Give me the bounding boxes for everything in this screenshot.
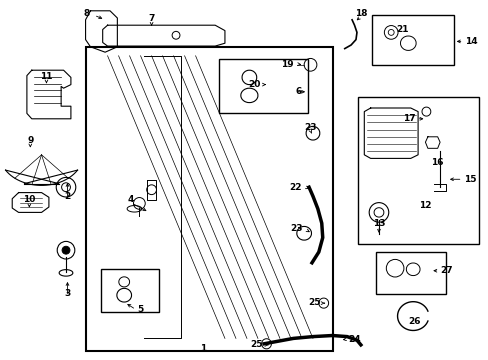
Text: 10: 10 bbox=[23, 195, 36, 204]
Text: 27: 27 bbox=[439, 266, 452, 275]
Bar bbox=[357, 97, 478, 244]
Text: 15: 15 bbox=[463, 175, 475, 184]
Text: 24: 24 bbox=[347, 335, 360, 343]
Text: 17: 17 bbox=[403, 114, 415, 123]
Text: 12: 12 bbox=[418, 201, 431, 210]
Text: 2: 2 bbox=[64, 192, 70, 201]
Text: 7: 7 bbox=[148, 14, 155, 23]
Text: 22: 22 bbox=[289, 183, 302, 192]
Bar bbox=[85, 47, 332, 351]
Text: 18: 18 bbox=[354, 9, 366, 18]
Text: 20: 20 bbox=[247, 80, 260, 89]
Bar bbox=[371, 15, 453, 65]
Bar bbox=[101, 269, 159, 312]
Bar bbox=[219, 59, 307, 113]
Text: 8: 8 bbox=[84, 9, 90, 18]
Text: 9: 9 bbox=[27, 136, 34, 145]
Text: 14: 14 bbox=[464, 37, 476, 46]
Bar bbox=[375, 252, 446, 294]
Text: 26: 26 bbox=[407, 317, 420, 325]
Text: 16: 16 bbox=[430, 158, 443, 167]
Text: 13: 13 bbox=[372, 219, 385, 228]
Text: 5: 5 bbox=[137, 305, 143, 314]
Text: 19: 19 bbox=[280, 59, 293, 68]
Text: 25: 25 bbox=[250, 341, 263, 349]
Text: 25: 25 bbox=[307, 298, 320, 307]
Text: 6: 6 bbox=[295, 87, 302, 96]
Text: 23: 23 bbox=[290, 224, 303, 233]
Circle shape bbox=[62, 246, 70, 254]
Text: 11: 11 bbox=[40, 72, 53, 81]
Text: 1: 1 bbox=[200, 344, 205, 353]
Text: 23: 23 bbox=[304, 123, 316, 132]
Text: 21: 21 bbox=[395, 25, 408, 34]
Text: 4: 4 bbox=[127, 195, 134, 204]
Text: 3: 3 bbox=[64, 289, 70, 298]
